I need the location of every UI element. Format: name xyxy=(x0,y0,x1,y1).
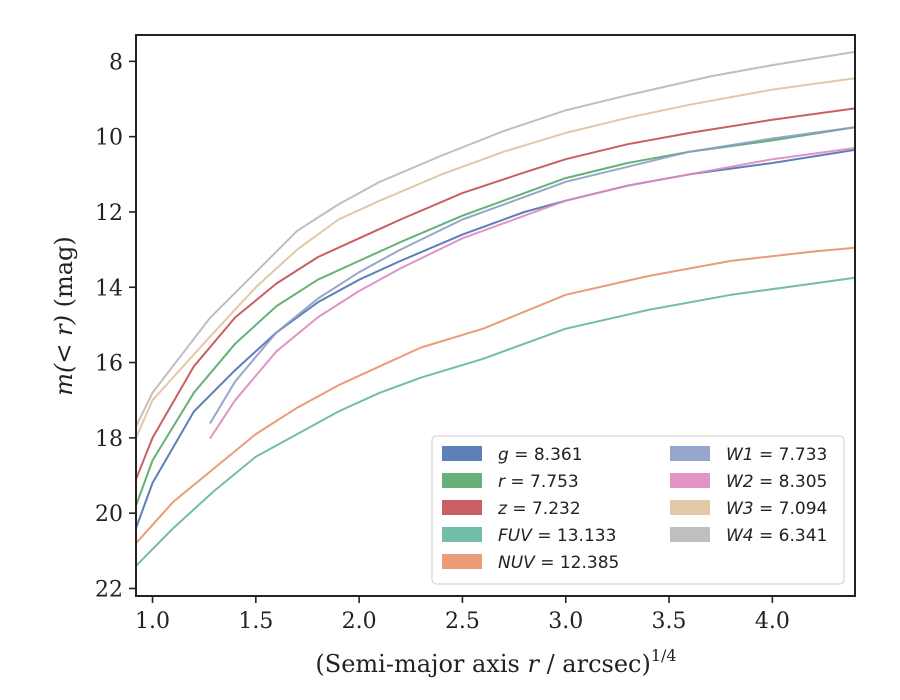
legend-swatch xyxy=(670,473,710,488)
legend-swatch xyxy=(670,500,710,515)
x-tick-label: 2.0 xyxy=(342,609,377,634)
legend-label: FUV = 13.133 xyxy=(498,526,616,546)
legend-item-w4: W4 = 6.341 xyxy=(670,526,827,546)
series-line-nuv xyxy=(136,246,855,545)
legend-item-g: g = 8.361 xyxy=(442,445,583,465)
y-tick-label: 16 xyxy=(95,352,123,377)
legend-label: r = 7.753 xyxy=(498,472,579,492)
y-tick-label: 20 xyxy=(95,502,123,527)
legend: g = 8.361 r = 7.753 z = 7.232 FUV = 13.133 N… xyxy=(431,435,845,585)
legend-swatch xyxy=(442,527,482,542)
legend-item-w3: W3 = 7.094 xyxy=(670,499,827,519)
legend-swatch xyxy=(442,473,482,488)
x-axis: 1.0 1.5 2.0 2.5 3.0 3.5 4.0 xyxy=(135,596,790,634)
legend-label: W1 = 7.733 xyxy=(726,445,827,465)
y-tick-label: 14 xyxy=(95,276,123,301)
y-tick-label: 18 xyxy=(95,427,123,452)
plot-frame xyxy=(135,34,856,597)
x-tick-label: 1.0 xyxy=(135,609,170,634)
series-line-w4 xyxy=(136,50,855,428)
legend-item-w1: W1 = 7.733 xyxy=(670,445,827,465)
legend-label: W3 = 7.094 xyxy=(726,499,827,519)
y-axis: 8 10 12 14 16 18 20 22 xyxy=(95,50,136,602)
series-line-z xyxy=(136,107,855,481)
legend-swatch xyxy=(670,527,710,542)
y-tick-label: 8 xyxy=(109,50,123,75)
series-line-w1 xyxy=(209,126,855,424)
legend-swatch xyxy=(442,446,482,461)
legend-item-z: z = 7.232 xyxy=(442,499,581,519)
legend-item-r: r = 7.753 xyxy=(442,472,579,492)
series-line-w3 xyxy=(136,77,855,439)
legend-label: g = 8.361 xyxy=(498,445,583,465)
legend-label: NUV = 12.385 xyxy=(498,553,619,573)
legend-item-fuv: FUV = 13.133 xyxy=(442,526,616,546)
y-tick-label: 22 xyxy=(95,577,123,602)
legend-item-nuv: NUV = 12.385 xyxy=(442,553,619,573)
x-tick-label: 3.0 xyxy=(548,609,583,634)
x-tick-label: 3.5 xyxy=(652,609,687,634)
series-layer xyxy=(136,50,855,567)
x-tick-label: 1.5 xyxy=(238,609,273,634)
legend-item-w2: W2 = 8.305 xyxy=(670,472,827,492)
series-line-w2 xyxy=(209,147,855,439)
x-tick-label: 4.0 xyxy=(755,609,790,634)
x-tick-label: 2.5 xyxy=(445,609,480,634)
legend-label: W4 = 6.341 xyxy=(726,526,827,546)
legend-swatch xyxy=(670,446,710,461)
legend-label: z = 7.232 xyxy=(497,499,581,519)
legend-frame xyxy=(431,435,845,585)
legend-swatch xyxy=(442,554,482,569)
x-axis-title: (Semi-major axis r / arcsec)1/4 xyxy=(315,646,676,678)
y-tick-label: 10 xyxy=(95,126,123,151)
series-line-r xyxy=(136,126,855,507)
y-tick-label: 12 xyxy=(95,201,123,226)
y-axis-title: m(< r) (mag) xyxy=(50,236,78,396)
legend-swatch xyxy=(442,500,482,515)
legend-label: W2 = 8.305 xyxy=(726,472,827,492)
series-line-fuv xyxy=(136,276,855,567)
